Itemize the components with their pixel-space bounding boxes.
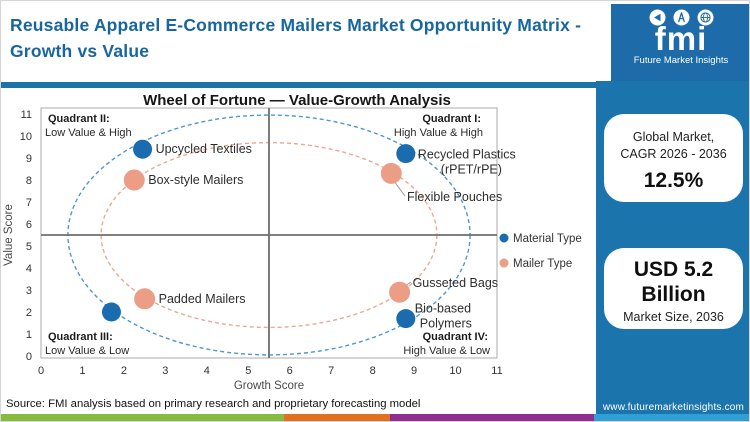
strip-segment	[284, 414, 390, 421]
header-divider	[1, 82, 598, 88]
point-label: Gusseted Bags	[413, 276, 498, 290]
cagr-card: Global Market, CAGR 2026 - 2036 12.5%	[604, 114, 743, 202]
quadrant-desc: Low Value & High	[45, 127, 132, 139]
x-axis-title: Growth Score	[234, 380, 304, 392]
x-tick-label: 10	[449, 365, 461, 377]
y-tick-label: 7	[26, 197, 32, 209]
data-point	[133, 139, 153, 159]
quadrant-desc: Low Value & Low	[45, 345, 129, 357]
y-tick-label: 3	[26, 285, 32, 297]
market-size-label: Market Size, 2036	[623, 310, 724, 324]
y-tick-label: 5	[26, 241, 32, 253]
quadrant-name: Quadrant IV:	[423, 331, 488, 343]
brand-color-strip	[1, 414, 749, 421]
x-tick-label: 8	[370, 365, 376, 377]
legend-swatch	[499, 258, 509, 268]
y-tick-label: 0	[26, 351, 32, 363]
fmi-logo: fmi Future Market Insights	[611, 4, 749, 82]
strip-segment	[594, 414, 749, 421]
y-tick-label: 2	[26, 307, 32, 319]
quadrant-desc: High Value & High	[394, 127, 483, 139]
point-label: Box-style Mailers	[148, 173, 243, 187]
chart-title: Wheel of Fortune — Value-Growth Analysis	[143, 92, 451, 109]
y-axis-title: Value Score	[3, 204, 15, 266]
x-tick-label: 4	[204, 365, 210, 377]
quadrant-name: Quadrant II:	[48, 113, 110, 125]
label-leader	[393, 180, 406, 197]
website-link[interactable]: www.futuremarketinsights.com	[602, 402, 745, 413]
x-tick-label: 11	[491, 365, 502, 377]
legend-label: Mailer Type	[513, 258, 572, 270]
market-size-value: USD 5.2 Billion	[633, 258, 714, 306]
data-point	[389, 281, 411, 303]
point-label: Flexible Pouches	[407, 190, 502, 204]
point-label: Upcycled Textiles	[156, 142, 252, 156]
point-label: Padded Mailers	[159, 292, 246, 306]
y-tick-label: 11	[21, 109, 32, 121]
fmi-logo-text: fmi	[654, 20, 708, 57]
y-tick-label: 6	[26, 219, 32, 231]
quadrant-name: Quadrant III:	[48, 331, 113, 343]
legend-swatch	[499, 233, 509, 243]
legend-label: Material Type	[513, 233, 582, 245]
scatter-chart: Wheel of Fortune — Value-Growth Analysis…	[3, 92, 582, 392]
cagr-card-line2: CAGR 2026 - 2036	[620, 147, 727, 161]
x-tick-label: 7	[328, 365, 334, 377]
page-title-line2: Growth vs Value	[10, 41, 150, 61]
sidebar: Global Market, CAGR 2026 - 2036 12.5% US…	[596, 81, 749, 421]
data-point	[380, 162, 402, 184]
data-point	[396, 144, 416, 164]
strip-segment	[1, 414, 284, 421]
point-label: Recycled Plastics (rPET/rPE)	[418, 148, 516, 177]
y-tick-label: 4	[26, 263, 32, 275]
source-note: Source: FMI analysis based on primary re…	[6, 398, 421, 410]
cagr-value: 12.5%	[643, 169, 704, 192]
point-label: Bio-based Polymers	[415, 302, 472, 331]
cagr-card-line1: Global Market,	[632, 130, 715, 144]
x-tick-label: 9	[411, 365, 417, 377]
logo-icons	[649, 9, 714, 26]
data-point	[134, 288, 156, 310]
compass-icon	[673, 9, 689, 26]
y-tick-label: 8	[26, 175, 32, 187]
y-tick-label: 1	[26, 329, 32, 341]
y-tick-label: 9	[26, 153, 32, 165]
data-point	[396, 309, 416, 329]
globe-icon	[697, 9, 713, 26]
megaphone-icon	[649, 9, 665, 26]
market-size-card: USD 5.2 Billion Market Size, 2036	[604, 248, 743, 329]
x-tick-label: 2	[121, 365, 127, 377]
data-point	[123, 169, 145, 191]
x-tick-label: 3	[162, 365, 168, 377]
quadrant-desc: High Value & Low	[403, 345, 490, 357]
x-tick-label: 6	[287, 365, 293, 377]
x-tick-label: 5	[245, 365, 251, 377]
strip-segment	[390, 414, 594, 421]
x-tick-label: 0	[38, 365, 44, 377]
fmi-logo-tagline: Future Market Insights	[633, 55, 729, 66]
quadrant-name: Quadrant I:	[422, 113, 481, 125]
data-point	[101, 302, 121, 322]
y-tick-label: 10	[20, 131, 32, 143]
page-title: Reusable Apparel E-Commerce Mailers Mark…	[10, 12, 595, 64]
page-title-line1: Reusable Apparel E-Commerce Mailers Mark…	[10, 15, 582, 35]
x-tick-label: 1	[79, 365, 85, 377]
